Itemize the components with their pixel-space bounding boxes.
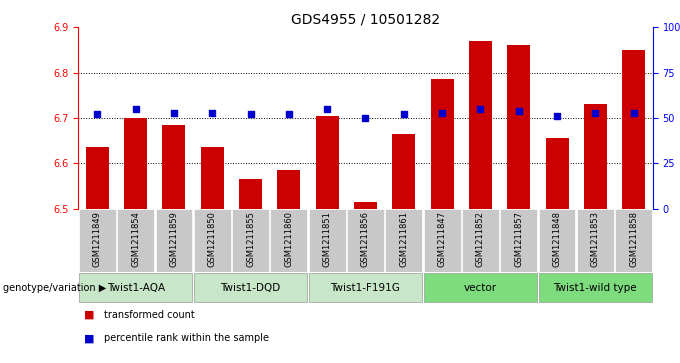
Point: [92, 111, 103, 117]
Point: [360, 115, 371, 121]
Text: Twist1-DQD: Twist1-DQD: [220, 283, 281, 293]
Bar: [386, 209, 422, 272]
Title: GDS4955 / 10501282: GDS4955 / 10501282: [291, 12, 440, 26]
Text: GSM1211854: GSM1211854: [131, 211, 140, 266]
Point: [322, 106, 333, 112]
Bar: [316, 116, 339, 209]
Point: [590, 110, 600, 115]
Bar: [156, 209, 192, 272]
Text: transformed count: transformed count: [104, 310, 194, 320]
Text: GSM1211851: GSM1211851: [323, 211, 332, 266]
Text: Twist1-F191G: Twist1-F191G: [330, 283, 401, 293]
Text: GSM1211860: GSM1211860: [284, 211, 293, 267]
Bar: [86, 147, 109, 209]
Text: GSM1211850: GSM1211850: [208, 211, 217, 266]
Text: Twist1-AQA: Twist1-AQA: [107, 283, 165, 293]
Text: GSM1211848: GSM1211848: [553, 211, 562, 267]
Text: GSM1211855: GSM1211855: [246, 211, 255, 266]
Point: [207, 110, 218, 115]
Text: percentile rank within the sample: percentile rank within the sample: [104, 334, 269, 343]
Bar: [117, 209, 154, 272]
Bar: [545, 138, 568, 209]
Bar: [577, 209, 614, 272]
Text: GSM1211856: GSM1211856: [361, 211, 370, 267]
Text: Twist1-wild type: Twist1-wild type: [554, 283, 637, 293]
Bar: [124, 118, 147, 209]
Bar: [539, 209, 575, 272]
Text: GSM1211852: GSM1211852: [476, 211, 485, 266]
Point: [245, 111, 256, 117]
Point: [628, 110, 639, 115]
Text: GSM1211847: GSM1211847: [438, 211, 447, 267]
Text: genotype/variation ▶: genotype/variation ▶: [3, 283, 107, 293]
Point: [475, 106, 486, 112]
Bar: [500, 209, 537, 272]
Point: [437, 110, 447, 115]
Bar: [163, 125, 186, 209]
Point: [130, 106, 141, 112]
Point: [513, 108, 524, 114]
Bar: [347, 209, 384, 272]
Text: GSM1211849: GSM1211849: [93, 211, 102, 266]
Text: vector: vector: [464, 283, 497, 293]
Point: [398, 111, 409, 117]
Bar: [622, 50, 645, 209]
Bar: [539, 273, 652, 302]
Bar: [462, 209, 499, 272]
Text: ■: ■: [84, 334, 95, 343]
Bar: [79, 273, 192, 302]
Bar: [232, 209, 269, 272]
Bar: [424, 209, 460, 272]
Bar: [79, 209, 116, 272]
Bar: [392, 134, 415, 209]
Text: GSM1211858: GSM1211858: [629, 211, 638, 267]
Text: ■: ■: [84, 310, 95, 320]
Point: [551, 113, 562, 119]
Text: GSM1211857: GSM1211857: [514, 211, 523, 267]
Point: [169, 110, 180, 115]
Bar: [354, 202, 377, 209]
Bar: [430, 79, 454, 209]
Bar: [507, 45, 530, 209]
Bar: [309, 209, 345, 272]
Bar: [277, 170, 301, 209]
Bar: [194, 209, 231, 272]
Bar: [469, 41, 492, 209]
Bar: [424, 273, 537, 302]
Bar: [615, 209, 652, 272]
Point: [284, 111, 294, 117]
Bar: [271, 209, 307, 272]
Bar: [584, 104, 607, 209]
Bar: [309, 273, 422, 302]
Bar: [201, 147, 224, 209]
Bar: [239, 179, 262, 209]
Text: GSM1211859: GSM1211859: [169, 211, 178, 266]
Text: GSM1211853: GSM1211853: [591, 211, 600, 267]
Text: GSM1211861: GSM1211861: [399, 211, 408, 267]
Bar: [194, 273, 307, 302]
